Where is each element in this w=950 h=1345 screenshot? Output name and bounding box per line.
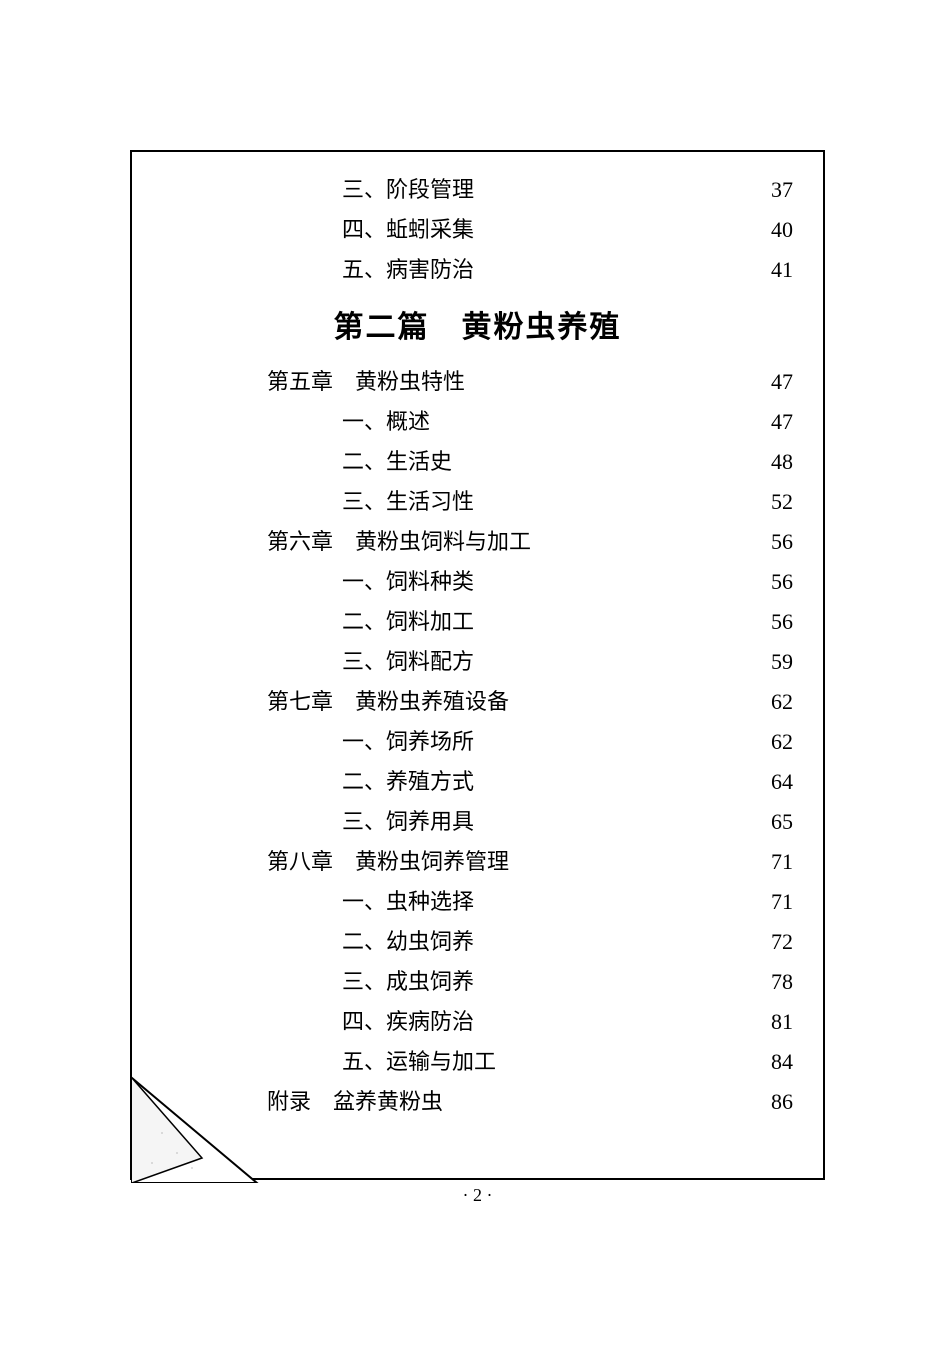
toc-label: 二、饲料加工 [162, 604, 474, 636]
toc-label: 三、阶段管理 [162, 172, 474, 204]
toc-label: 三、成虫饲养 [162, 964, 474, 996]
toc-label: 一、饲养场所 [162, 724, 474, 756]
toc-line: 第六章 黄粉虫饲料与加工 56 [162, 524, 793, 556]
toc-line: 三、饲养用具 65 [162, 804, 793, 836]
toc-line: 五、病害防治 41 [162, 252, 793, 284]
toc-line: 第八章 黄粉虫饲养管理 71 [162, 844, 793, 876]
toc-page-number: 48 [771, 449, 793, 475]
toc-line: 一、饲料种类 56 [162, 564, 793, 596]
toc-page-number: 81 [771, 1009, 793, 1035]
toc-page-number: 59 [771, 649, 793, 675]
toc-line: 四、疾病防治 81 [162, 1004, 793, 1036]
toc-line: 一、虫种选择 71 [162, 884, 793, 916]
toc-page-number: 56 [771, 569, 793, 595]
toc-label: 第六章 黄粉虫饲料与加工 [162, 524, 531, 556]
toc-label: 第八章 黄粉虫饲养管理 [162, 844, 509, 876]
toc-label: 一、虫种选择 [162, 884, 474, 916]
toc-page-number: 78 [771, 969, 793, 995]
toc-page-number: 62 [771, 729, 793, 755]
toc-label: 第七章 黄粉虫养殖设备 [162, 684, 509, 716]
toc-page-number: 84 [771, 1049, 793, 1075]
toc-line: 一、饲养场所 62 [162, 724, 793, 756]
toc-page-number: 41 [771, 257, 793, 283]
toc-line: 五、运输与加工 84 [162, 1044, 793, 1076]
page-number: · 2 · [132, 1185, 823, 1206]
toc-label: 附录 盆养黄粉虫 [162, 1084, 443, 1116]
toc-line: 附录 盆养黄粉虫 86 [162, 1084, 793, 1116]
toc-label: 二、生活史 [162, 444, 452, 476]
toc-label: 三、饲料配方 [162, 644, 474, 676]
toc-page-number: 47 [771, 369, 793, 395]
toc-line: 一、概述 47 [162, 404, 793, 436]
toc-label: 三、生活习性 [162, 484, 474, 516]
toc-container: 三、阶段管理 37 四、蚯蚓采集 40 五、病害防治 41 第二篇 黄粉虫养殖第五章 黄粉虫… [162, 172, 793, 1116]
toc-page-number: 65 [771, 809, 793, 835]
toc-label: 四、蚯蚓采集 [162, 212, 474, 244]
toc-page-number: 64 [771, 769, 793, 795]
section-title: 第二篇 黄粉虫养殖 [162, 302, 793, 346]
toc-line: 四、蚯蚓采集 40 [162, 212, 793, 244]
toc-label: 五、病害防治 [162, 252, 474, 284]
toc-label: 二、养殖方式 [162, 764, 474, 796]
toc-line: 二、生活史 48 [162, 444, 793, 476]
toc-page-number: 52 [771, 489, 793, 515]
toc-page-number: 86 [771, 1089, 793, 1115]
toc-page-number: 71 [771, 849, 793, 875]
toc-page-number: 40 [771, 217, 793, 243]
toc-line: 三、饲料配方 59 [162, 644, 793, 676]
toc-line: 三、成虫饲养 78 [162, 964, 793, 996]
toc-label: 二、幼虫饲养 [162, 924, 474, 956]
toc-line: 二、养殖方式 64 [162, 764, 793, 796]
toc-page-number: 62 [771, 689, 793, 715]
toc-page-number: 47 [771, 409, 793, 435]
toc-label: 一、概述 [162, 404, 430, 436]
toc-line: 二、幼虫饲养 72 [162, 924, 793, 956]
toc-label: 五、运输与加工 [162, 1044, 496, 1076]
toc-label: 四、疾病防治 [162, 1004, 474, 1036]
toc-line: 二、饲料加工 56 [162, 604, 793, 636]
toc-label: 三、饲养用具 [162, 804, 474, 836]
toc-page-number: 71 [771, 889, 793, 915]
page-frame: 三、阶段管理 37 四、蚯蚓采集 40 五、病害防治 41 第二篇 黄粉虫养殖第五章 黄粉虫… [130, 150, 825, 1180]
toc-page-number: 37 [771, 177, 793, 203]
toc-page-number: 56 [771, 529, 793, 555]
toc-page-number: 72 [771, 929, 793, 955]
toc-line: 三、生活习性 52 [162, 484, 793, 516]
toc-line: 第五章 黄粉虫特性 47 [162, 364, 793, 396]
toc-label: 一、饲料种类 [162, 564, 474, 596]
toc-line: 三、阶段管理 37 [162, 172, 793, 204]
toc-label: 第五章 黄粉虫特性 [162, 364, 465, 396]
toc-page-number: 56 [771, 609, 793, 635]
toc-line: 第七章 黄粉虫养殖设备 62 [162, 684, 793, 716]
